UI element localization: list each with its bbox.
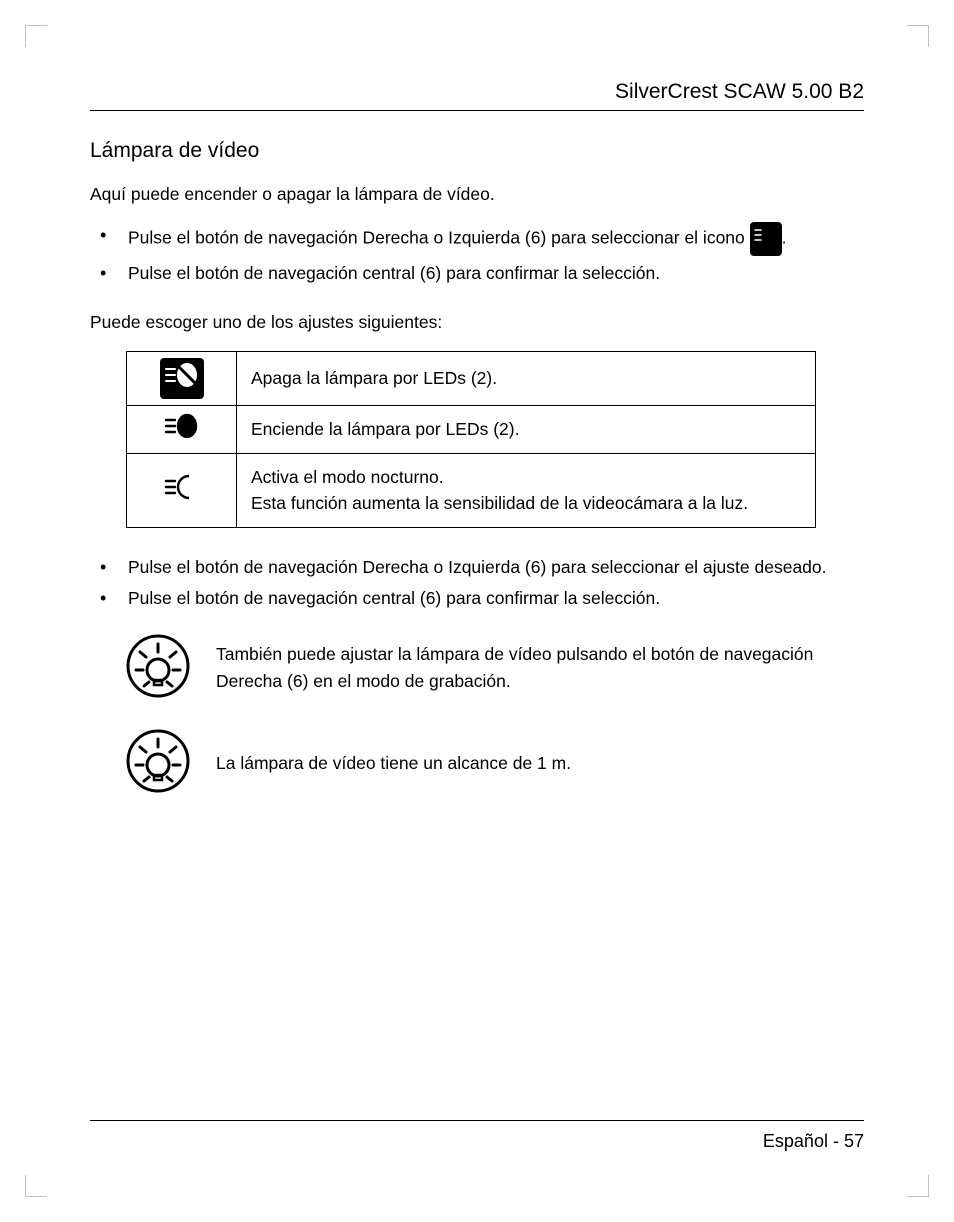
row3-line2: Esta función aumenta la sensibilidad de …: [251, 493, 748, 513]
bullet-item: Pulse el botón de navegación central (6)…: [90, 585, 864, 612]
lamp-night-icon: [163, 485, 201, 505]
setting-desc: Apaga la lámpara por LEDs (2).: [237, 351, 816, 405]
lamp-on-icon: [163, 424, 201, 444]
setting-icon-cell: [127, 454, 237, 528]
bullet-list-2: Pulse el botón de navegación Derecha o I…: [90, 554, 864, 612]
bullet-text: Pulse el botón de navegación central (6)…: [128, 263, 660, 283]
bullet-list-1: Pulse el botón de navegación Derecha o I…: [90, 222, 864, 287]
page-footer: Español - 57: [90, 1120, 864, 1152]
bullet-item: Pulse el botón de navegación Derecha o I…: [90, 222, 864, 256]
section-title: Lámpara de vídeo: [90, 139, 864, 163]
tip-row: También puede ajustar la lámpara de víde…: [126, 634, 864, 703]
header: SilverCrest SCAW 5.00 B2: [90, 80, 864, 111]
lamp-off-icon: [160, 358, 204, 399]
footer-page: 57: [844, 1131, 864, 1151]
header-product: SilverCrest SCAW 5.00 B2: [90, 80, 864, 104]
setting-desc: Activa el modo nocturno. Esta función aum…: [237, 454, 816, 528]
bullet-text: Pulse el botón de navegación Derecha o I…: [128, 228, 750, 248]
table-row: Activa el modo nocturno. Esta función aum…: [127, 454, 816, 528]
settings-table: Apaga la lámpara por LEDs (2). Enciende …: [126, 351, 816, 528]
bullet-item: Pulse el botón de navegación Derecha o I…: [90, 554, 864, 581]
tip-text: También puede ajustar la lámpara de víde…: [216, 641, 864, 695]
bullet-text: Pulse el botón de navegación Derecha o I…: [128, 557, 827, 577]
table-row: Enciende la lámpara por LEDs (2).: [127, 405, 816, 453]
footer-lang: Español: [763, 1131, 828, 1151]
tip-text: La lámpara de vídeo tiene un alcance de …: [216, 750, 864, 777]
setting-desc: Enciende la lámpara por LEDs (2).: [237, 405, 816, 453]
setting-icon-cell: [127, 351, 237, 405]
lamp-night-icon: [750, 222, 782, 256]
row3-line1: Activa el modo nocturno.: [251, 467, 444, 487]
table-intro: Puede escoger uno de los ajustes siguien…: [90, 309, 864, 336]
lightbulb-tip-icon: [126, 634, 190, 703]
bullet-text: Pulse el botón de navegación central (6)…: [128, 588, 660, 608]
tip-row: La lámpara de vídeo tiene un alcance de …: [126, 729, 864, 798]
lightbulb-tip-icon: [126, 729, 190, 798]
bullet-item: Pulse el botón de navegación central (6)…: [90, 260, 864, 287]
intro-text: Aquí puede encender o apagar la lámpara …: [90, 181, 864, 208]
table-row: Apaga la lámpara por LEDs (2).: [127, 351, 816, 405]
setting-icon-cell: [127, 405, 237, 453]
bullet-suffix: .: [782, 228, 787, 248]
